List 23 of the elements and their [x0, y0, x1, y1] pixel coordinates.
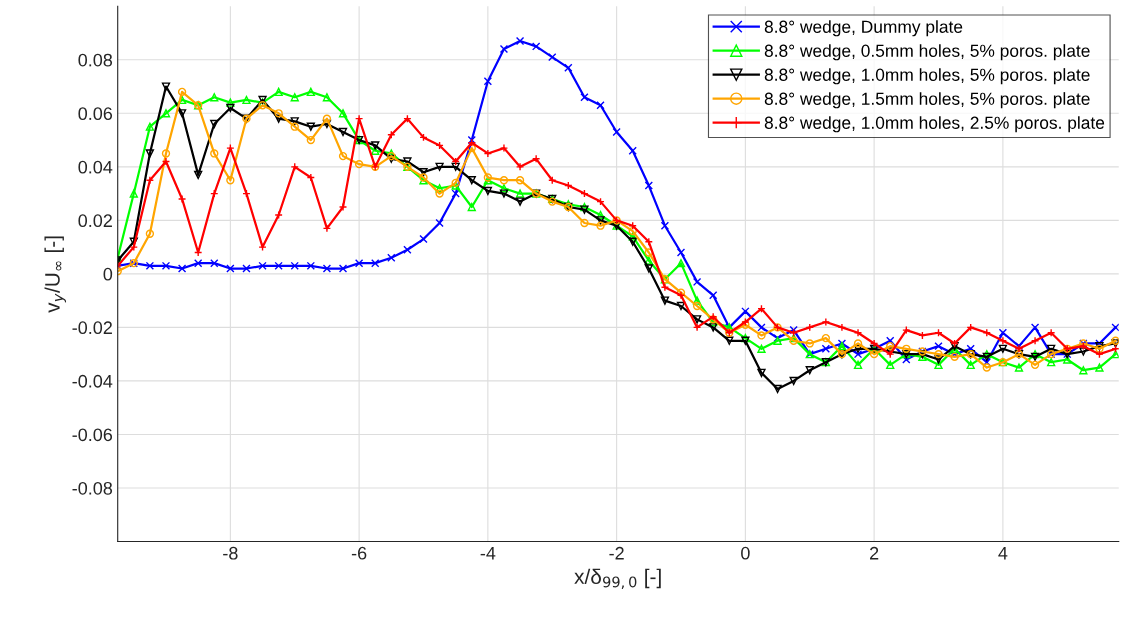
x-tick-label: 4 [998, 547, 1008, 560]
x-tick-label: -6 [351, 546, 367, 560]
legend-label: 8.8° wedge, 1.5mm holes, 5% poros. plate [764, 92, 1090, 109]
x-axis-title: x/δ$_{99,0}$ [-] [574, 568, 661, 589]
y-tick-label: 0.06 [78, 107, 113, 121]
y-tick-label: 0.02 [78, 214, 112, 228]
y-axis-title: v$_{y}$/U$_{∞}$ [-] [44, 236, 67, 313]
y-tick-label: -0.06 [72, 428, 113, 442]
x-tick-label: -4 [480, 547, 496, 560]
y-tick-label: -0.08 [72, 481, 113, 495]
legend-label: 8.8° wedge, 1.0mm holes, 2.5% poros. plate [764, 116, 1105, 133]
y-tick-label: 0 [103, 267, 113, 281]
legend-label: 8.8° wedge, 0.5mm holes, 5% poros. plate [764, 44, 1090, 61]
x-tick-label: 0 [741, 546, 750, 560]
y-tick-label: -0.02 [72, 321, 112, 335]
x-tick-label: -2 [609, 546, 624, 560]
legend-label: 8.8° wedge, 1.0mm holes, 5% poros. plate [764, 68, 1090, 85]
y-tick-label: 0.08 [78, 53, 113, 67]
y-tick-label: 0.04 [78, 160, 113, 174]
x-tick-label: 2 [870, 546, 879, 560]
x-tick-label: -8 [223, 546, 238, 560]
legend-label: 8.8° wedge, Dummy plate [764, 20, 963, 37]
y-tick-label: -0.04 [72, 374, 113, 388]
